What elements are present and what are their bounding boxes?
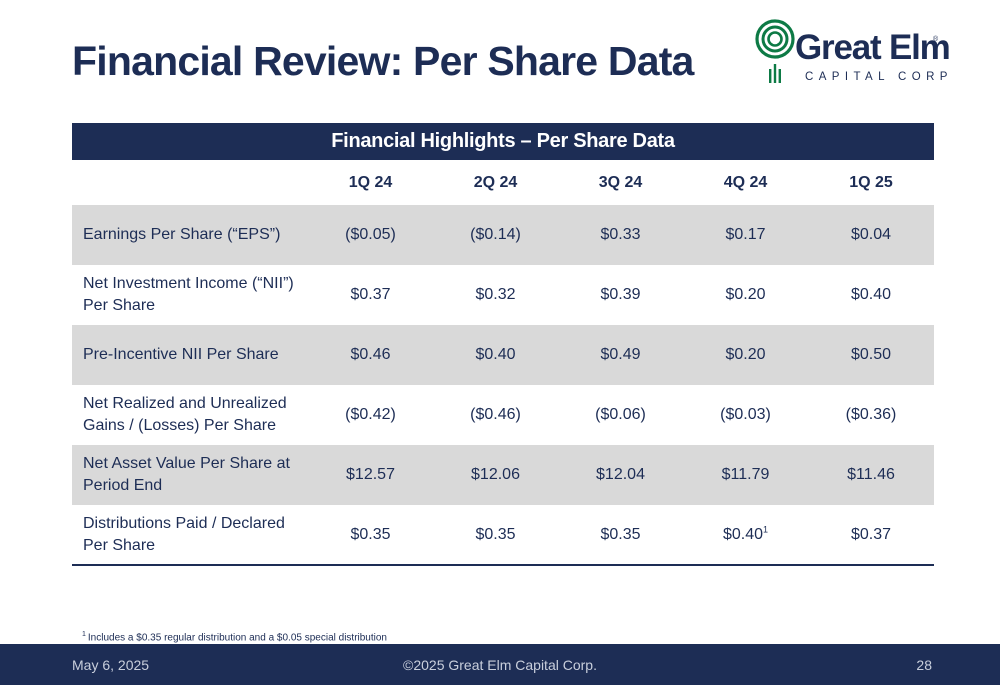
table-cell: $0.50 xyxy=(808,325,934,385)
row-label: Distributions Paid / Declared Per Share xyxy=(72,505,308,566)
table-cell: $0.49 xyxy=(558,325,683,385)
great-elm-logo: Great Elm ® CAPITAL CORP xyxy=(755,18,951,88)
table-cell: $0.40 xyxy=(850,286,892,303)
table-cell: ($0.36) xyxy=(845,406,897,423)
column-header: 2Q 24 xyxy=(473,173,518,191)
table-cell: $11.79 xyxy=(683,445,808,505)
column-header: 3Q 24 xyxy=(598,173,643,191)
footer-date: May 6, 2025 xyxy=(72,657,150,673)
footnote-ref: 1 xyxy=(763,524,769,535)
cell-value: $0.40 xyxy=(722,525,764,543)
table-cell: $0.32 xyxy=(475,286,516,303)
table-cell: $0.35 xyxy=(308,505,433,566)
page-number: 28 xyxy=(916,657,932,673)
table-row: Net Investment Income (“NII”) Per Share … xyxy=(72,265,934,325)
table-banner: Financial Highlights – Per Share Data xyxy=(72,123,934,160)
table-cell: $12.04 xyxy=(558,445,683,505)
table-row: Earnings Per Share (“EPS”) ($0.05) ($0.1… xyxy=(72,205,934,265)
table-cell: $0.04 xyxy=(808,205,934,265)
column-header: 4Q 24 xyxy=(723,173,768,191)
row-label: Net Realized and Unrealized Gains / (Los… xyxy=(83,395,287,434)
table-cell: ($0.06) xyxy=(595,406,646,423)
table-cell: ($0.05) xyxy=(308,205,433,265)
slide-footer: May 6, 2025 ©2025 Great Elm Capital Corp… xyxy=(0,644,1000,685)
footnote: 1 Includes a $0.35 regular distribution a… xyxy=(82,631,387,643)
table-cell: $0.33 xyxy=(558,205,683,265)
elm-tree-icon xyxy=(755,19,795,83)
row-label: Net Asset Value Per Share at Period End xyxy=(72,445,308,505)
table-cell: $0.39 xyxy=(600,286,641,303)
column-header: 1Q 24 xyxy=(348,173,393,191)
table-row: Net Realized and Unrealized Gains / (Los… xyxy=(72,385,934,445)
table-row: Net Asset Value Per Share at Period End … xyxy=(72,445,934,505)
table-cell: ($0.46) xyxy=(470,406,521,423)
table-cell: $0.46 xyxy=(308,325,433,385)
row-label: Earnings Per Share (“EPS”) xyxy=(72,205,308,265)
logo-registered-mark: ® xyxy=(933,36,939,43)
table-cell: $12.57 xyxy=(308,445,433,505)
row-label: Pre-Incentive NII Per Share xyxy=(72,325,308,385)
header-row: 1Q 24 2Q 24 3Q 24 4Q 24 1Q 25 xyxy=(72,160,934,205)
logo-subtitle: CAPITAL CORP xyxy=(805,71,953,83)
table-cell: $0.35 xyxy=(558,505,683,566)
table-cell: $0.40 xyxy=(433,325,558,385)
logo-name: Great Elm xyxy=(795,28,951,67)
footer-copyright: ©2025 Great Elm Capital Corp. xyxy=(403,657,597,673)
table-row: Pre-Incentive NII Per Share $0.46 $0.40 … xyxy=(72,325,934,385)
table-cell: $0.37 xyxy=(808,505,934,566)
table-cell: $0.20 xyxy=(683,325,808,385)
per-share-table: Financial Highlights – Per Share Data 1Q… xyxy=(72,123,934,566)
table-cell: $11.46 xyxy=(808,445,934,505)
table-cell: $0.35 xyxy=(433,505,558,566)
table-cell: $0.20 xyxy=(725,286,766,303)
table-cell: $12.06 xyxy=(433,445,558,505)
footnote-text: Includes a $0.35 regular distribution an… xyxy=(87,632,387,644)
table-cell: ($0.03) xyxy=(720,406,771,423)
slide-title: Financial Review: Per Share Data xyxy=(72,38,694,84)
row-label: Net Investment Income (“NII”) Per Share xyxy=(83,275,294,314)
data-table: 1Q 24 2Q 24 3Q 24 4Q 24 1Q 25 Earnings P… xyxy=(72,160,934,566)
table-cell-footnoted: $0.401 xyxy=(683,505,808,566)
column-header xyxy=(72,160,308,205)
column-header: 1Q 25 xyxy=(849,173,893,191)
table-cell: $0.17 xyxy=(683,205,808,265)
table-row: Distributions Paid / Declared Per Share … xyxy=(72,505,934,566)
table-cell: $0.37 xyxy=(350,286,391,303)
table-cell: ($0.14) xyxy=(433,205,558,265)
footnote-marker: 1 xyxy=(82,631,86,638)
table-cell: ($0.42) xyxy=(345,406,396,423)
